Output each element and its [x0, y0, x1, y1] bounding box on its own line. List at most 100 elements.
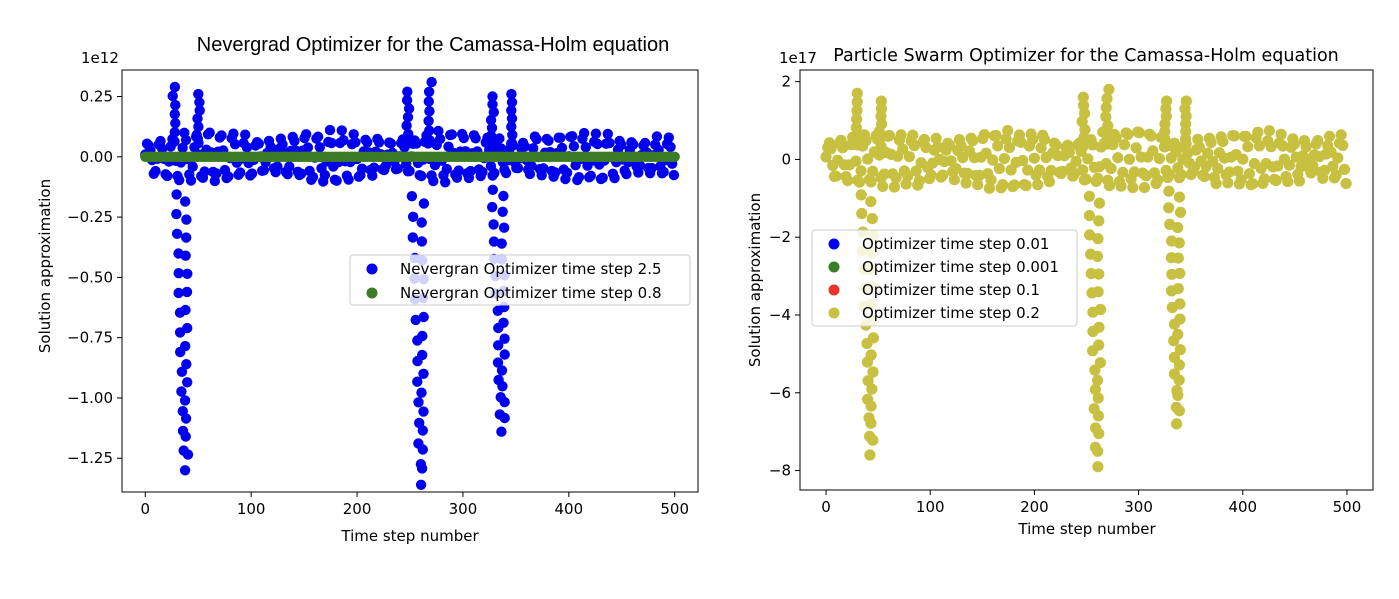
data-point	[418, 406, 429, 417]
data-point	[663, 132, 674, 143]
data-point	[1105, 162, 1117, 175]
data-point	[962, 167, 974, 180]
data-point	[851, 139, 864, 151]
data-point	[1077, 91, 1089, 103]
data-point	[668, 169, 680, 181]
data-point	[967, 135, 979, 147]
data-point	[1228, 130, 1240, 142]
data-point	[993, 163, 1006, 175]
x-tick-label: 300	[449, 500, 478, 518]
data-point	[181, 232, 192, 243]
y-tick-label: −8	[769, 462, 791, 480]
data-point	[193, 121, 204, 132]
data-point	[1093, 197, 1106, 209]
data-point	[1217, 136, 1229, 148]
data-point	[412, 376, 423, 387]
data-point	[182, 268, 193, 279]
y-tick-label: 0	[781, 150, 791, 168]
data-point	[1089, 383, 1101, 395]
data-point	[465, 165, 476, 177]
x-tick-label: 400	[555, 500, 584, 518]
data-point	[216, 130, 227, 141]
data-point	[1212, 162, 1224, 175]
data-point	[1174, 344, 1186, 356]
data-point	[470, 133, 481, 144]
data-point	[423, 86, 435, 98]
data-point	[1092, 233, 1104, 245]
data-point	[211, 168, 222, 179]
data-point	[496, 426, 507, 437]
data-point	[1312, 135, 1324, 147]
data-point	[1235, 174, 1247, 186]
data-point	[1110, 132, 1122, 144]
data-point	[417, 425, 428, 436]
data-point	[538, 163, 549, 174]
data-point	[1092, 410, 1104, 422]
data-point	[181, 359, 192, 370]
data-point	[488, 219, 499, 230]
data-point	[417, 330, 428, 342]
data-point	[1091, 250, 1104, 262]
data-point	[1252, 126, 1264, 138]
data-point	[486, 138, 497, 149]
data-point	[1003, 142, 1016, 154]
data-point	[580, 142, 591, 153]
data-point	[512, 162, 524, 174]
data-point	[1172, 283, 1184, 295]
data-point	[1092, 461, 1104, 473]
data-point	[326, 137, 337, 149]
data-point	[356, 163, 368, 174]
data-point	[864, 449, 876, 461]
data-point	[410, 314, 421, 326]
data-point	[495, 143, 507, 154]
data-point	[1168, 137, 1180, 149]
x-axis-label: Time step number	[1017, 520, 1156, 538]
data-point	[950, 163, 962, 175]
data-point	[883, 129, 896, 142]
data-point	[265, 141, 276, 153]
data-point	[272, 161, 283, 172]
data-point	[407, 211, 419, 222]
data-point	[1043, 176, 1055, 188]
data-point	[162, 170, 173, 182]
data-point	[494, 133, 505, 144]
data-point	[960, 177, 972, 189]
data-point	[937, 169, 949, 181]
data-point	[1205, 136, 1217, 149]
y-tick-label: 2	[781, 73, 791, 91]
data-point	[992, 140, 1004, 152]
data-point	[171, 208, 182, 220]
data-point	[1127, 182, 1139, 194]
data-point	[1092, 172, 1104, 184]
x-axis-label: Time step number	[340, 527, 479, 545]
data-point	[1133, 127, 1145, 139]
data-point	[458, 132, 469, 144]
data-point	[453, 165, 464, 176]
data-point	[487, 184, 498, 195]
data-point	[1335, 129, 1347, 141]
data-point	[411, 138, 422, 149]
data-point	[855, 165, 867, 177]
y-tick-label: −6	[769, 384, 791, 402]
data-point	[229, 139, 241, 150]
plot-frame	[121, 69, 699, 493]
data-point	[1035, 142, 1047, 154]
data-point	[314, 142, 325, 153]
data-point	[1159, 141, 1171, 153]
data-point	[1082, 153, 1094, 165]
data-point	[506, 137, 518, 149]
data-point	[1243, 168, 1255, 180]
data-point	[830, 170, 842, 182]
data-point	[1028, 152, 1040, 164]
data-point	[416, 387, 427, 398]
data-point	[1101, 92, 1113, 105]
data-point	[179, 465, 191, 476]
data-point	[1017, 154, 1029, 167]
data-point	[877, 180, 889, 192]
data-point	[192, 113, 203, 124]
data-point	[258, 165, 270, 176]
data-point	[1163, 202, 1175, 214]
legend-label: Nevergran Optimizer time step 2.5	[400, 260, 662, 278]
data-point	[413, 397, 424, 408]
legend: Nevergran Optimizer time step 2.5 Nevergr…	[349, 254, 691, 306]
